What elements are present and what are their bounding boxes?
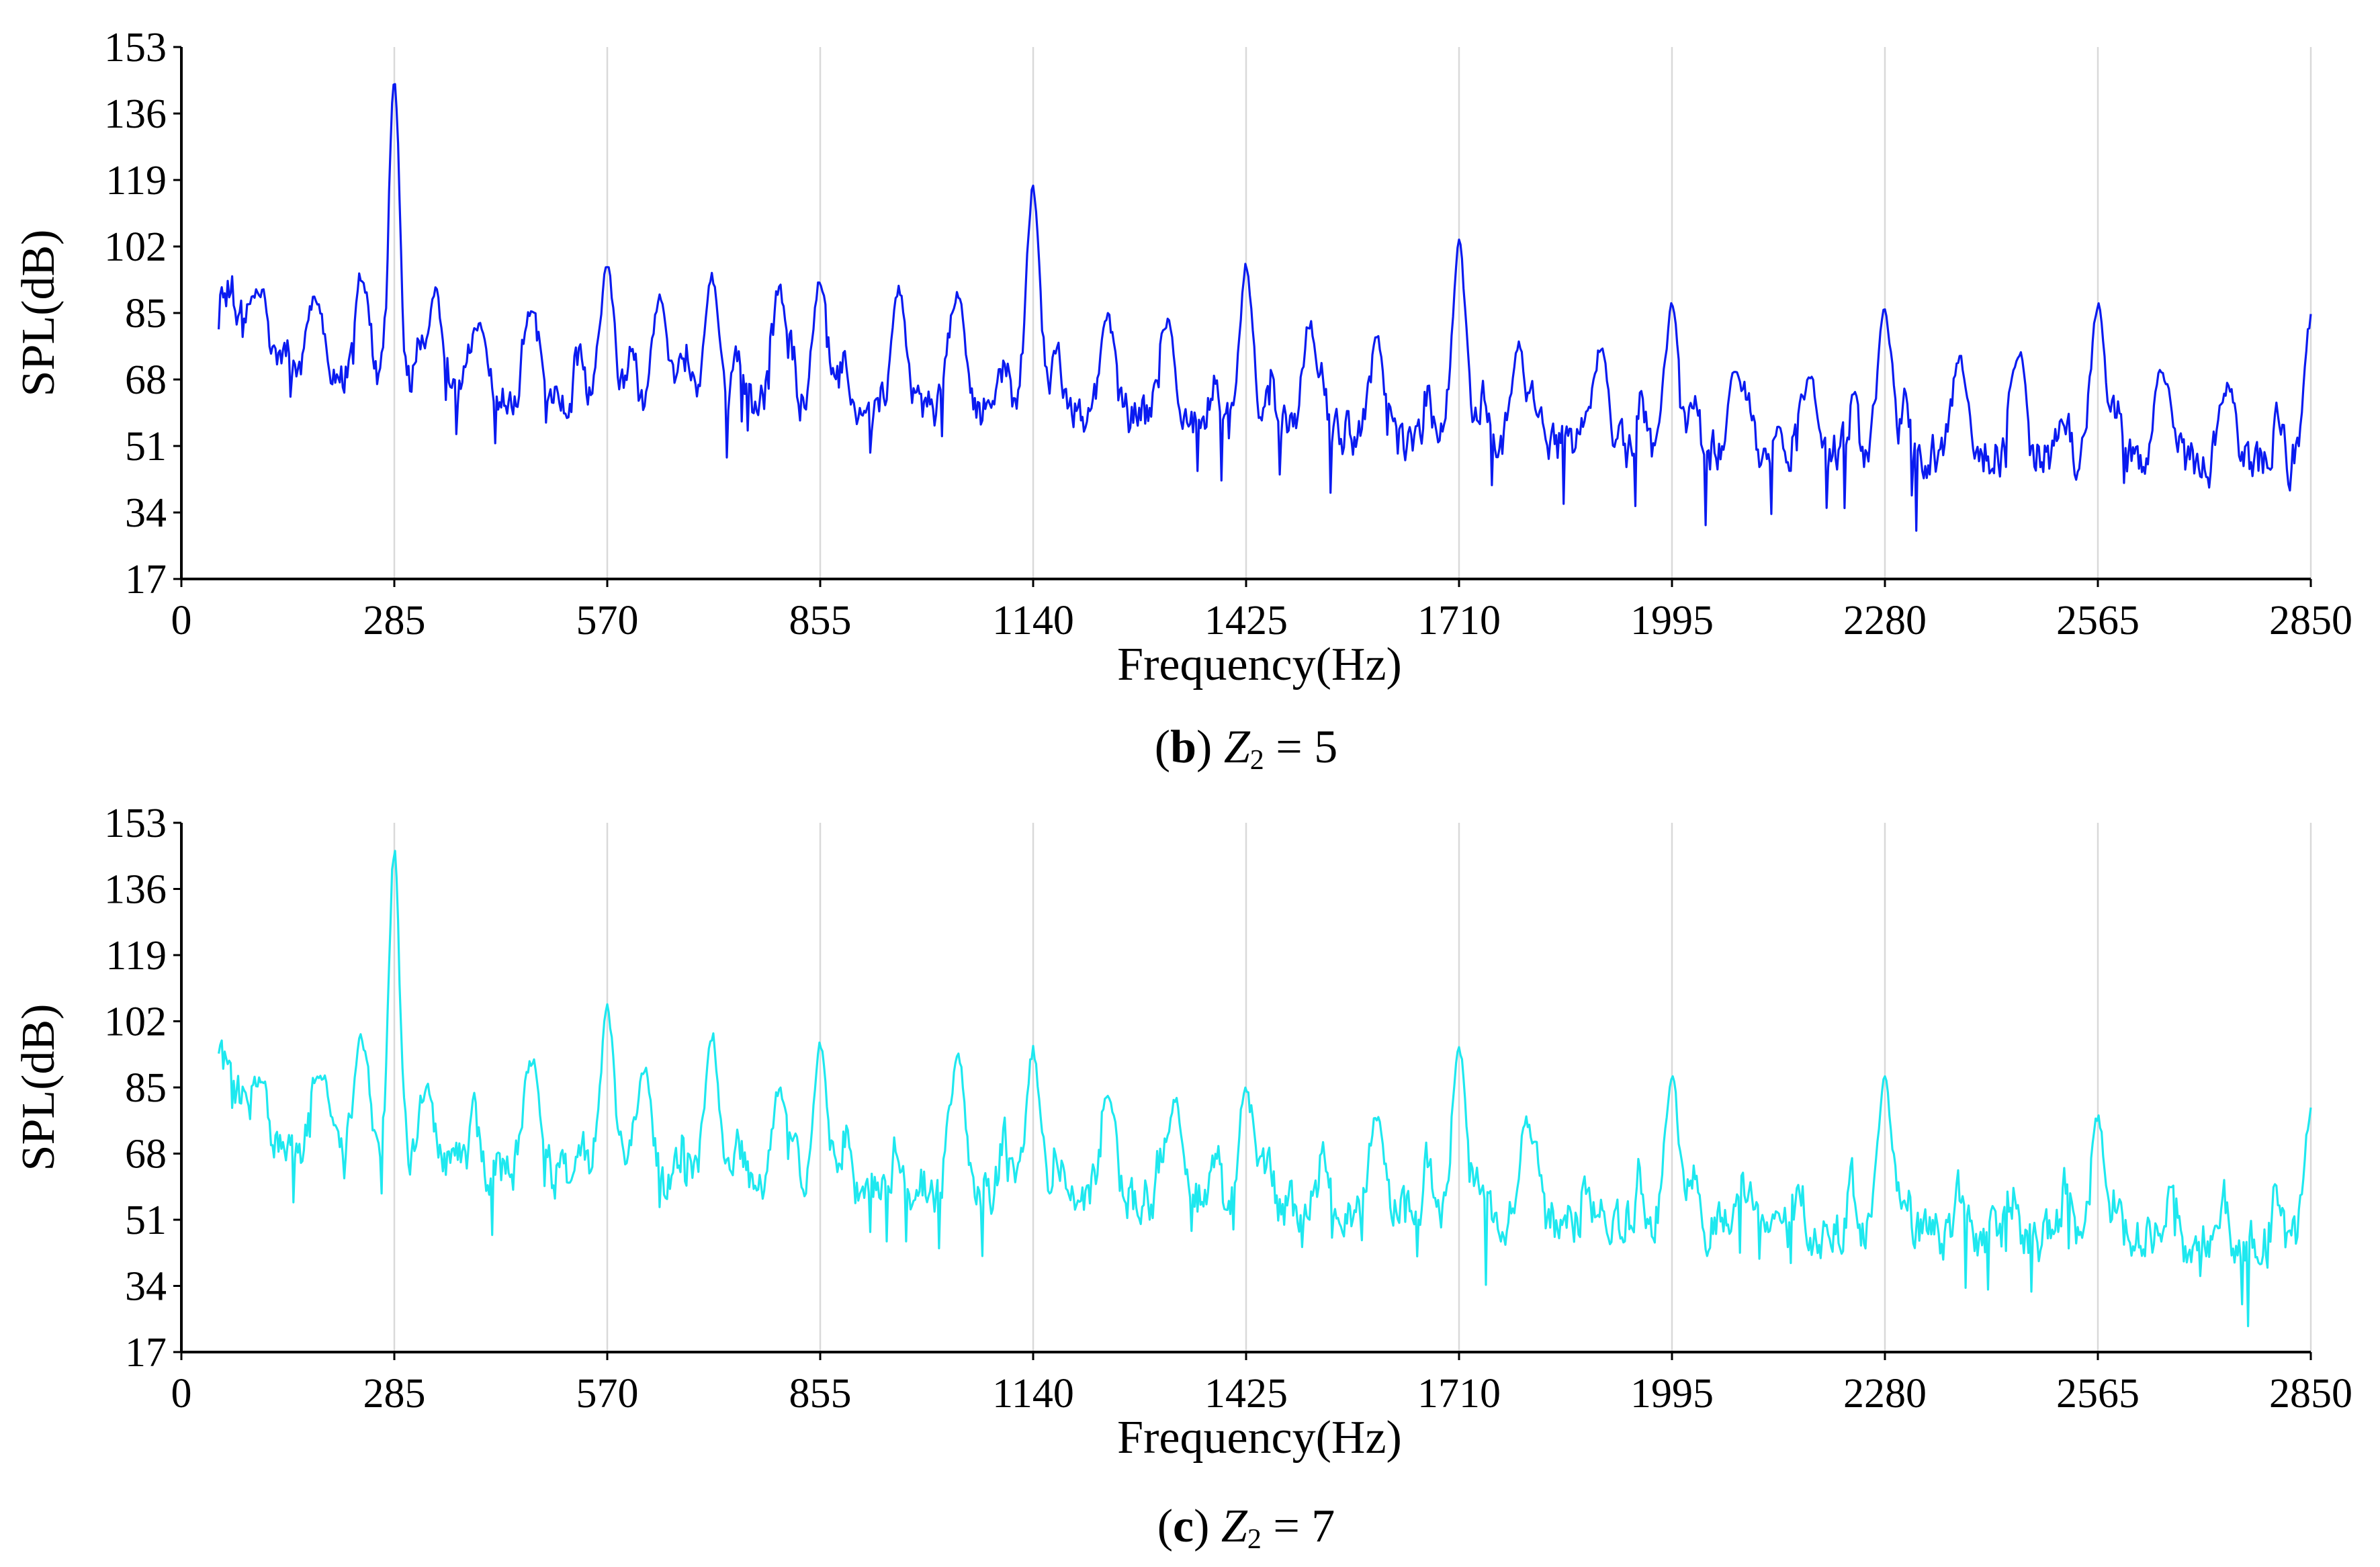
y-tick-label: 136 bbox=[104, 91, 167, 137]
x-tick-label: 1710 bbox=[1417, 1371, 1501, 1417]
y-tick-label: 153 bbox=[104, 25, 167, 71]
y-tick-label: 51 bbox=[125, 424, 167, 469]
x-tick-label: 1140 bbox=[992, 1371, 1074, 1417]
y-tick-label: 102 bbox=[104, 224, 167, 270]
y-tick-label: 17 bbox=[125, 1330, 167, 1376]
y-tick-label: 102 bbox=[104, 999, 167, 1045]
y-axis-label: SPL(dB) bbox=[13, 1004, 64, 1171]
y-tick-label: 68 bbox=[125, 357, 167, 403]
x-tick-label: 2850 bbox=[2269, 598, 2352, 643]
x-axis-label: Frequency(Hz) bbox=[1117, 1412, 1402, 1464]
y-tick-label: 119 bbox=[105, 933, 167, 979]
series-line bbox=[218, 850, 2312, 1327]
x-tick-label: 2565 bbox=[2056, 1371, 2140, 1417]
y-tick-label: 34 bbox=[125, 490, 167, 536]
x-tick-label: 1995 bbox=[1630, 1371, 1714, 1417]
y-tick-label: 153 bbox=[104, 801, 167, 846]
y-tick-label: 85 bbox=[125, 1065, 167, 1111]
x-tick-label: 285 bbox=[363, 598, 426, 643]
chart-panel-b: 17 34 51 68 85 102 119 136 153 0 285 570 855 1140 1425… bbox=[13, 25, 2352, 776]
x-tick-label: 570 bbox=[576, 1371, 639, 1417]
chart-panel-c: 17 34 51 68 85 102 119 136 153 0 285 570 855 1140 1425… bbox=[13, 801, 2352, 1555]
x-tick-label: 1425 bbox=[1204, 598, 1288, 643]
x-axis-label: Frequency(Hz) bbox=[1117, 639, 1402, 690]
x-tick-label: 0 bbox=[171, 598, 192, 643]
x-tick-label: 1140 bbox=[992, 598, 1074, 643]
series-line bbox=[218, 83, 2312, 532]
x-tick-label: 2850 bbox=[2269, 1371, 2352, 1417]
y-tick-label: 34 bbox=[125, 1264, 167, 1310]
x-tick-label: 1425 bbox=[1204, 1371, 1288, 1417]
x-tick-label: 2565 bbox=[2056, 598, 2140, 643]
y-tick-label: 119 bbox=[105, 158, 167, 204]
x-tick-label: 2280 bbox=[1843, 1371, 1927, 1417]
y-tick-label: 136 bbox=[104, 867, 167, 913]
x-tick-label: 2280 bbox=[1843, 598, 1927, 643]
x-tick-label: 570 bbox=[576, 598, 639, 643]
y-tick-label: 17 bbox=[125, 557, 167, 602]
x-tick-label: 855 bbox=[789, 598, 852, 643]
panel-caption: (c) Z2 = 7 bbox=[1157, 1501, 1335, 1555]
y-tick-label: 85 bbox=[125, 291, 167, 337]
panel-caption: (b) Z2 = 5 bbox=[1155, 721, 1337, 776]
x-tick-label: 1995 bbox=[1630, 598, 1714, 643]
x-tick-label: 285 bbox=[363, 1371, 426, 1417]
y-tick-label: 68 bbox=[125, 1132, 167, 1177]
x-tick-label: 1710 bbox=[1417, 598, 1501, 643]
y-tick-label: 51 bbox=[125, 1198, 167, 1243]
x-tick-label: 0 bbox=[171, 1371, 192, 1417]
y-axis-label: SPL(dB) bbox=[13, 230, 64, 397]
x-tick-label: 855 bbox=[789, 1371, 852, 1417]
